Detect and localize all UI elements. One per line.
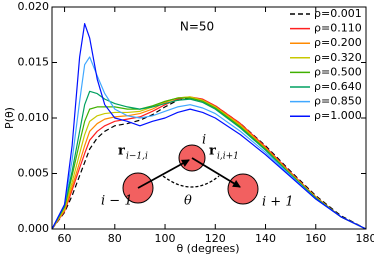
y-tick-label: 0.005	[18, 167, 50, 180]
bond-arrow	[191, 157, 241, 188]
legend-label: ρ=0.001	[314, 7, 362, 20]
legend-label: ρ=1.000	[314, 109, 362, 122]
x-tick-label: 180	[356, 232, 374, 245]
legend-label: ρ=0.640	[314, 80, 362, 93]
y-tick-label: 0.020	[18, 0, 50, 13]
angle-arc	[162, 175, 220, 188]
series-line	[51, 90, 367, 230]
bond-vector: r	[209, 144, 216, 159]
bond-vector: r	[118, 144, 125, 159]
legend-label: ρ=0.500	[314, 65, 362, 78]
legend-label: ρ=0.200	[314, 36, 362, 49]
x-tick-label: 160	[305, 232, 326, 245]
legend-label: ρ=0.110	[314, 22, 362, 35]
legend-label: ρ=0.320	[314, 51, 362, 64]
series-line	[51, 97, 367, 230]
x-tick-label: 100	[155, 232, 176, 245]
bond-arrow	[137, 159, 190, 189]
node-label: i	[202, 133, 206, 148]
series-line	[51, 96, 367, 230]
node-label: i + 1	[262, 195, 294, 210]
x-tick-label: 120	[205, 232, 226, 245]
series-line	[51, 56, 367, 230]
bond-subscript: i−1,i	[126, 152, 148, 162]
y-tick-label: 0.015	[18, 56, 50, 69]
legend-label: ρ=0.850	[314, 95, 362, 108]
n-label: N=50	[180, 20, 214, 34]
series-line	[51, 23, 367, 230]
y-tick-label: 0.000	[18, 222, 50, 235]
x-tick-label: 80	[108, 232, 122, 245]
angle-label: θ	[184, 194, 192, 209]
plot-area	[51, 23, 367, 230]
inset-diagram: i − 1 i i + 1 r i−1,i r i,i+1 θ	[101, 133, 294, 210]
node-label: i − 1	[101, 194, 133, 209]
bead	[227, 173, 259, 205]
x-tick-label: 60	[58, 232, 72, 245]
y-tick-label: 0.010	[18, 111, 50, 124]
x-tick-label: 140	[255, 232, 276, 245]
bond-subscript: i,i+1	[217, 152, 239, 162]
x-axis-label: θ (degrees)	[176, 242, 239, 255]
y-axis-label: P(θ)	[3, 107, 16, 129]
